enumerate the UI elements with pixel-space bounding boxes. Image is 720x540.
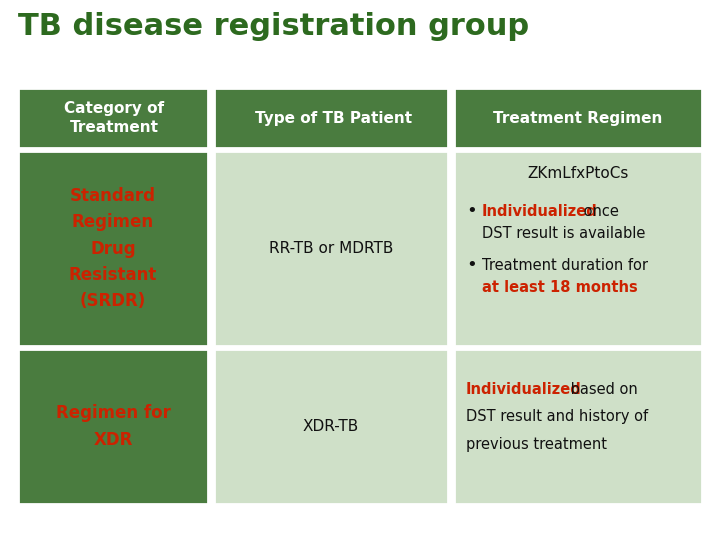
Bar (214, 349, 448, 504)
Text: XDR-TB: XDR-TB (303, 419, 359, 434)
Text: previous treatment: previous treatment (466, 437, 607, 453)
Text: Treatment Regimen: Treatment Regimen (493, 111, 662, 125)
Text: Category of
Treatment: Category of Treatment (64, 101, 165, 135)
Text: TB disease registration group: TB disease registration group (18, 12, 529, 41)
Bar (18, 151, 208, 346)
Bar (454, 88, 702, 148)
Text: Individualized: Individualized (482, 204, 598, 219)
Bar (214, 151, 448, 346)
Text: at least 18 months: at least 18 months (482, 280, 638, 295)
Text: •: • (466, 202, 477, 220)
Text: RR-TB or MDRTB: RR-TB or MDRTB (269, 241, 393, 256)
Text: Individualized: Individualized (466, 381, 582, 396)
Bar (454, 349, 702, 504)
Text: once: once (579, 204, 619, 219)
Text: Regimen for
XDR: Regimen for XDR (55, 404, 171, 449)
Text: Standard
Regimen
Drug
Resistant
(SRDR): Standard Regimen Drug Resistant (SRDR) (69, 187, 157, 310)
Bar (18, 88, 208, 148)
Bar (18, 349, 208, 504)
Text: ZKmLfxPtoCs: ZKmLfxPtoCs (527, 165, 629, 180)
Bar (214, 88, 448, 148)
Text: based on: based on (566, 381, 638, 396)
Text: DST result and history of: DST result and history of (466, 409, 648, 424)
Text: •: • (466, 256, 477, 274)
Text: Treatment duration for: Treatment duration for (482, 258, 648, 273)
Text: Type of TB Patient: Type of TB Patient (256, 111, 413, 125)
Text: DST result is available: DST result is available (482, 226, 645, 241)
Bar (454, 151, 702, 346)
